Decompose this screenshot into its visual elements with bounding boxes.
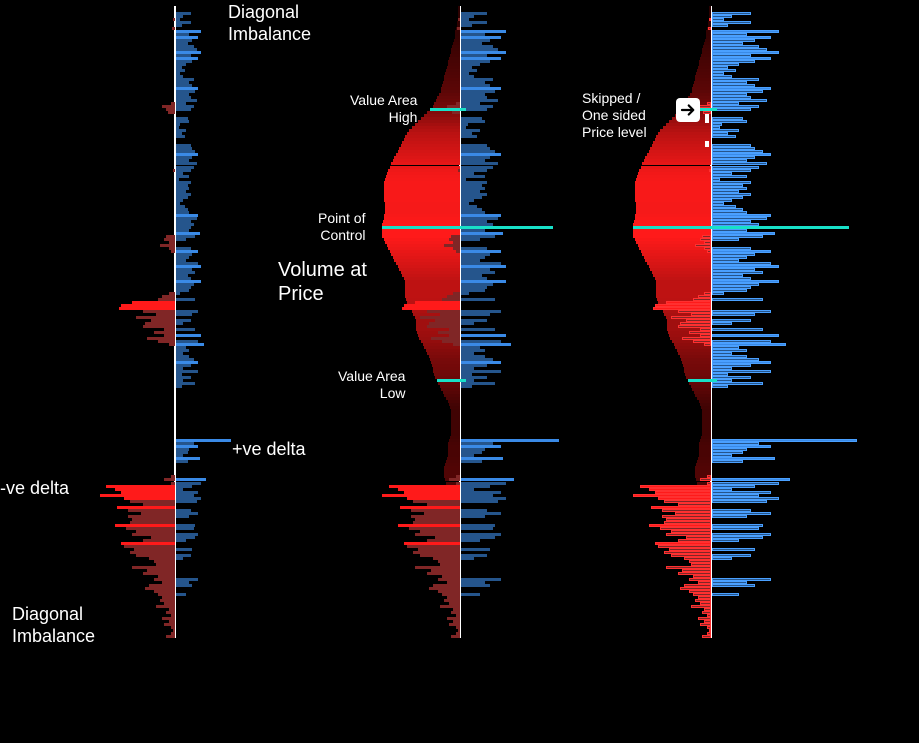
positive-delta-bar xyxy=(176,313,192,316)
positive-delta-bar xyxy=(176,527,194,530)
positive-delta-outline xyxy=(712,385,728,388)
positive-delta-outline xyxy=(712,108,751,111)
positive-delta-bar xyxy=(461,515,485,518)
positive-delta-outline xyxy=(712,460,743,463)
positive-delta-bar xyxy=(176,584,192,587)
positive-delta-outline xyxy=(712,313,755,316)
point-of-control-line xyxy=(382,226,553,229)
positive-delta-bar xyxy=(176,238,186,241)
positive-delta-bar xyxy=(176,108,191,111)
annotation-diag_top: DiagonalImbalance xyxy=(228,2,311,45)
positive-delta-outline xyxy=(712,584,755,587)
positive-delta-bar xyxy=(176,292,180,295)
positive-delta-bar xyxy=(461,135,477,138)
positive-delta-outline xyxy=(712,334,779,337)
positive-delta-bar xyxy=(461,460,482,463)
positive-delta-bar xyxy=(461,557,474,560)
positive-delta-bar xyxy=(461,548,490,551)
positive-delta-bar xyxy=(461,328,495,331)
negative-delta-outline xyxy=(702,635,711,638)
positive-delta-bar xyxy=(461,313,490,316)
positive-delta-bar xyxy=(176,557,183,560)
positive-delta-outline xyxy=(712,24,728,27)
value-area-low-line xyxy=(688,379,717,382)
positive-delta-outline xyxy=(712,238,739,241)
positive-delta-bar xyxy=(176,298,195,301)
positive-delta-bar xyxy=(461,238,480,241)
value-area-high-line xyxy=(430,108,466,111)
positive-delta-bar xyxy=(176,24,182,27)
positive-delta-outline xyxy=(712,135,736,138)
positive-delta-outline xyxy=(712,515,747,518)
annotation-val: Value AreaLow xyxy=(338,368,405,402)
positive-delta-bar xyxy=(176,135,185,138)
positive-delta-bar xyxy=(176,385,182,388)
positive-delta-bar xyxy=(461,527,493,530)
positive-delta-outline xyxy=(712,322,732,325)
skipped-price-level-marker xyxy=(705,120,709,123)
negative-delta-bar xyxy=(166,635,175,638)
positive-delta-bar xyxy=(461,298,495,301)
positive-delta-outline xyxy=(712,539,739,542)
positive-delta-bar xyxy=(461,292,469,295)
positive-delta-outline xyxy=(712,557,732,560)
negative-delta-bar xyxy=(173,18,175,21)
footprint-diagram-stage: DiagonalImbalance Value AreaHigh Point ofC… xyxy=(0,0,919,743)
negative-delta-bar xyxy=(168,111,176,114)
negative-delta-bar xyxy=(451,635,460,638)
annotation-pos_delta: +ve delta xyxy=(232,439,306,461)
positive-delta-bar xyxy=(176,328,195,331)
positive-delta-bar xyxy=(461,584,490,587)
positive-delta-bar xyxy=(461,539,480,542)
positive-delta-bar xyxy=(461,24,472,27)
positive-delta-outline xyxy=(712,298,763,301)
positive-delta-bar xyxy=(176,322,183,325)
annotation-neg_delta: -ve delta xyxy=(0,478,69,500)
annotation-vah: Value AreaHigh xyxy=(350,92,417,126)
positive-delta-bar xyxy=(176,593,186,596)
value-area-low-line xyxy=(437,379,466,382)
positive-delta-outline xyxy=(712,527,759,530)
positive-delta-bar xyxy=(461,593,480,596)
negative-delta-bar xyxy=(169,343,175,346)
positive-delta-bar xyxy=(176,500,197,503)
positive-delta-bar xyxy=(461,334,506,337)
positive-delta-bar xyxy=(461,322,474,325)
positive-delta-bar xyxy=(176,460,188,463)
annotation-skip: Skipped /One sidedPrice level xyxy=(582,90,647,140)
positive-delta-bar xyxy=(176,539,186,542)
positive-delta-bar xyxy=(176,334,201,337)
positive-delta-outline xyxy=(712,548,755,551)
positive-delta-outline xyxy=(712,292,724,295)
positive-delta-bar xyxy=(461,500,498,503)
positive-delta-outline xyxy=(712,500,767,503)
positive-delta-bar xyxy=(176,548,192,551)
negative-delta-bar xyxy=(171,250,175,253)
skipped-price-level-marker xyxy=(705,144,709,147)
point-of-control-line xyxy=(633,226,849,229)
annotation-diag_bot: DiagonalImbalance xyxy=(12,604,95,647)
positive-delta-bar xyxy=(461,385,472,388)
negative-delta-bar xyxy=(173,169,175,172)
negative-delta-bar xyxy=(172,27,175,30)
annotation-vap: Volume atPrice xyxy=(278,258,367,306)
positive-delta-outline xyxy=(712,328,763,331)
positive-delta-outline xyxy=(712,593,739,596)
positive-delta-bar xyxy=(176,515,189,518)
annotation-poc: Point ofControl xyxy=(318,210,365,244)
arrow-right-icon xyxy=(676,98,700,122)
